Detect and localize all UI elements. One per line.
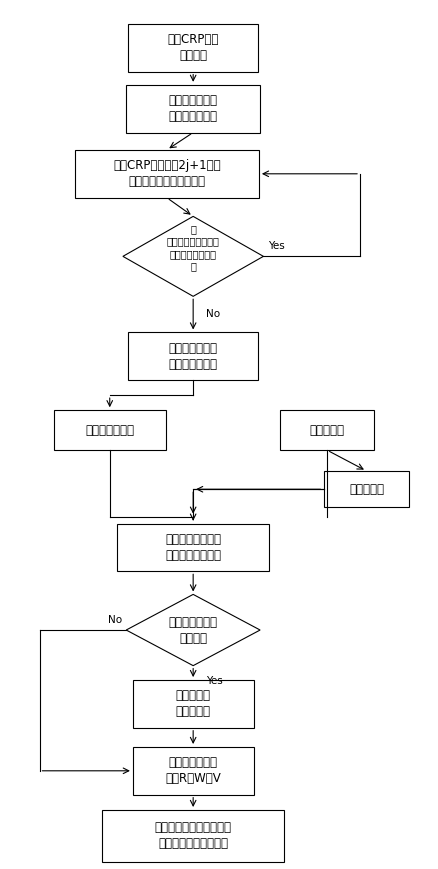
Bar <box>323 471 408 507</box>
Bar <box>126 84 259 132</box>
Text: 叠前CRP道集
计算参数: 叠前CRP道集 计算参数 <box>167 33 219 63</box>
Text: No: No <box>107 614 121 625</box>
Bar <box>132 680 253 728</box>
Text: 处理后道集振幅: 处理后道集振幅 <box>85 424 134 436</box>
Text: 均方根速度: 均方根速度 <box>348 483 383 495</box>
Text: 不同偏移距时空
变振幅衰减曲线: 不同偏移距时空 变振幅衰减曲线 <box>168 342 217 371</box>
Text: Yes: Yes <box>267 241 284 251</box>
Polygon shape <box>126 594 259 666</box>
Bar <box>279 410 373 450</box>
Text: 给
一定道间隔增量判断
是否在偏移距范围
内: 给 一定道间隔增量判断 是否在偏移距范围 内 <box>166 224 219 271</box>
Bar <box>102 810 284 862</box>
Text: 保留误差小
的振幅数据: 保留误差小 的振幅数据 <box>175 689 210 719</box>
Text: 滑动时窗计算每
个时窗内振幅值: 滑动时窗计算每 个时窗内振幅值 <box>168 94 217 123</box>
Text: 剔除道百分比小
于设定值: 剔除道百分比小 于设定值 <box>168 615 217 645</box>
Text: 求取偏移距对应入
射角及相应振幅值: 求取偏移距对应入 射角及相应振幅值 <box>165 533 221 562</box>
Text: No: No <box>206 308 220 319</box>
Text: 计算CRP道集内（2j+1）道
信号的时变振幅衰减曲线: 计算CRP道集内（2j+1）道 信号的时变振幅衰减曲线 <box>113 159 220 189</box>
Bar <box>53 410 166 450</box>
Text: 最小二乘拟合求
系数R、W、V: 最小二乘拟合求 系数R、W、V <box>165 756 220 786</box>
Text: 补偿目标道: 补偿目标道 <box>309 424 344 436</box>
Polygon shape <box>123 216 263 296</box>
Bar <box>117 523 268 572</box>
Bar <box>132 746 253 794</box>
Bar <box>128 332 257 381</box>
Text: Yes: Yes <box>206 676 223 687</box>
Text: 重新确定偏移距与振幅的
关系，补偿修正目标道: 重新确定偏移距与振幅的 关系，补偿修正目标道 <box>154 821 231 851</box>
Bar <box>128 23 257 72</box>
Bar <box>74 149 258 198</box>
